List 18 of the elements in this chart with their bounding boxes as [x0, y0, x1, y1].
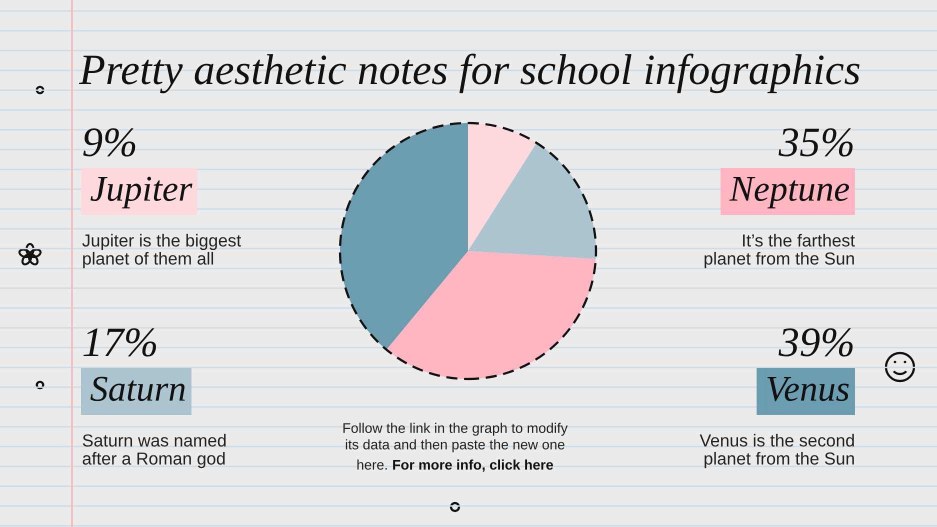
data-label: 17% [83, 328, 156, 357]
data-label: 39% [778, 328, 853, 357]
text: Jupiter is the biggest planet of them all [82, 234, 242, 268]
legend-label: Saturn [90, 376, 185, 402]
legend-label: Neptune [729, 177, 850, 208]
legend-label: Venus [768, 377, 849, 402]
text: Venus is the second planet from the Sun [700, 434, 854, 468]
text: Follow the link in the graph to modify its data and then paste the new one here. For more info, click here [343, 422, 568, 472]
legend-label: Jupiter [90, 176, 192, 208]
text: Saturn was named after a Roman god [82, 434, 226, 468]
chart-title: Pretty aesthetic notes for school infographics [78, 54, 860, 94]
pie-slice [340, 123, 468, 350]
text: It’s the farthest planet from the Sun [704, 234, 855, 268]
pie-slice [468, 142, 596, 260]
data-label: 9% [83, 128, 136, 157]
data-label: 35% [778, 128, 853, 157]
pie-slice [386, 251, 596, 379]
pie-slice [468, 123, 537, 251]
